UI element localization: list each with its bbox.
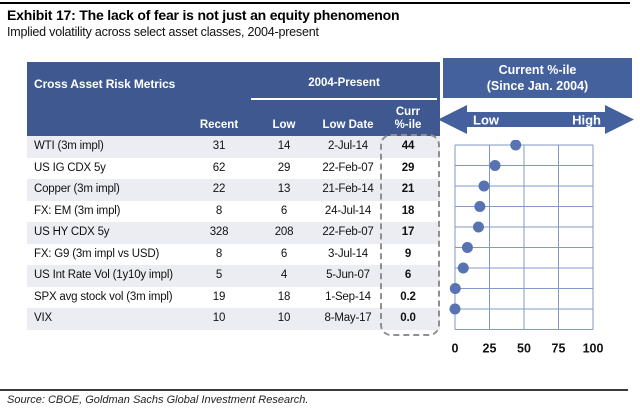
low-value: 6 (280, 247, 288, 260)
percentile-dot (474, 201, 486, 212)
recent-value: 62 (212, 161, 226, 174)
row-label: FX: EM (3m impl) (34, 204, 121, 217)
curr-pctile-value: 21 (401, 183, 415, 195)
curr-pctile-value: 0.0 (400, 312, 416, 324)
table-row: WTI (3m impl) 31 14 2-Jul-14 44 (27, 136, 440, 158)
low-value: 14 (277, 140, 291, 152)
recent-value: 31 (212, 140, 226, 152)
panel-header-line2: (Since Jan. 2004) (486, 79, 589, 93)
x-axis-tick-label: 0 (452, 342, 459, 356)
low-value: 6 (280, 204, 288, 217)
percentile-panel: Current %-ile (Since Jan. 2004) Low High… (438, 58, 640, 368)
column-header-low-date: Low Date (322, 119, 374, 131)
row-label: Copper (3m impl) (34, 183, 120, 195)
percentile-dot (457, 262, 469, 274)
curr-pctile-value: 0.2 (400, 290, 416, 303)
table-row: FX: EM (3m impl) 8 6 24-Jul-14 18 (27, 201, 440, 223)
column-header-curr-line2: %-ile (394, 118, 422, 131)
table-body: WTI (3m impl) 31 14 2-Jul-14 44 US IG CDX 5y 6… (27, 136, 440, 330)
percentile-dot (472, 221, 484, 233)
percentile-panel-header: Current %-ile (Since Jan. 2004) (443, 58, 632, 98)
low-date-value: 22-Feb-07 (322, 226, 374, 238)
curr-pctile-value: 6 (404, 269, 412, 281)
table-row: VIX 10 10 8-May-17 0.0 (27, 308, 440, 330)
exhibit-subtitle: Implied volatility across select asset c… (7, 25, 319, 39)
x-axis-tick-label: 50 (517, 342, 531, 356)
row-label: US IG CDX 5y (34, 161, 106, 174)
low-value: 18 (277, 290, 291, 303)
low-date-value: 24-Jul-14 (324, 204, 372, 217)
table-row: US IG CDX 5y 62 29 22-Feb-07 29 (27, 158, 440, 180)
curr-pctile-value: 18 (401, 204, 415, 217)
low-high-arrow: Low High (438, 105, 634, 134)
low-date-value: 3-Jul-14 (328, 247, 368, 260)
low-value: 208 (274, 226, 294, 238)
table-row: Copper (3m impl) 22 13 21-Feb-14 21 (27, 179, 440, 201)
recent-value: 8 (215, 204, 223, 217)
row-label: SPX avg stock vol (3m impl) (34, 290, 173, 303)
exhibit-title: Exhibit 17: The lack of fear is not just… (7, 7, 400, 23)
row-label: FX: G9 (3m impl vs USD) (34, 247, 160, 260)
x-axis-tick-label: 25 (483, 342, 497, 356)
row-label: WTI (3m impl) (34, 140, 104, 152)
percentile-dot (489, 160, 501, 171)
low-date-value: 1-Sep-14 (325, 290, 371, 303)
recent-value: 5 (215, 269, 223, 281)
span-header-underline (251, 98, 437, 100)
percentile-dot-chart: 0 25 50 75 100 (449, 140, 604, 356)
low-value: 4 (280, 269, 288, 281)
double-arrow-shape (438, 105, 634, 134)
table-row: FX: G9 (3m impl vs USD) 8 6 3-Jul-14 9 (27, 244, 440, 266)
low-value: 29 (277, 161, 291, 174)
recent-value: 10 (212, 312, 226, 324)
curr-pctile-value: 29 (401, 161, 415, 174)
recent-value: 328 (209, 226, 229, 238)
low-value: 13 (277, 183, 291, 195)
arrow-high-label: High (572, 113, 601, 128)
low-date-value: 8-May-17 (324, 312, 372, 324)
curr-pctile-highlight-box (380, 134, 440, 336)
x-axis-tick-label: 100 (583, 342, 604, 356)
source-note: Source: CBOE, Goldman Sachs Global Inves… (7, 394, 309, 406)
percentile-dot (461, 242, 473, 253)
low-date-value: 5-Jun-07 (326, 269, 370, 281)
table-corner-label: Cross Asset Risk Metrics (34, 77, 176, 91)
risk-metrics-table: Cross Asset Risk Metrics 2004-Present Re… (27, 62, 440, 336)
column-header-curr-pctile: Curr %-ile (379, 106, 437, 131)
row-label: VIX (34, 312, 52, 324)
x-axis-tick-label: 75 (552, 342, 566, 356)
top-divider-rule (0, 2, 630, 4)
low-value: 10 (277, 312, 291, 324)
table-header: Cross Asset Risk Metrics 2004-Present Re… (27, 62, 440, 136)
percentile-dot (478, 180, 490, 192)
column-header-low: Low (272, 119, 296, 131)
percentile-dot (449, 303, 461, 315)
recent-value: 22 (212, 183, 226, 195)
arrow-low-label: Low (473, 113, 500, 128)
table-row: US HY CDX 5y 328 208 22-Feb-07 17 (27, 222, 440, 244)
curr-pctile-value: 17 (401, 226, 415, 238)
bottom-divider-rule (0, 389, 628, 391)
low-date-value: 21-Feb-14 (322, 183, 374, 195)
low-date-value: 2-Jul-14 (328, 140, 368, 152)
span-header-2004-present: 2004-Present (308, 77, 380, 89)
percentile-dot (510, 140, 522, 151)
row-label: US HY CDX 5y (34, 226, 110, 238)
table-row: SPX avg stock vol (3m impl) 19 18 1-Sep-14 0… (27, 287, 440, 309)
recent-value: 19 (212, 290, 226, 303)
row-label: US Int Rate Vol (1y10y impl) (34, 269, 173, 281)
curr-pctile-value: 44 (401, 140, 415, 152)
low-date-value: 22-Feb-07 (322, 161, 374, 174)
curr-pctile-value: 9 (404, 247, 412, 260)
recent-value: 8 (215, 247, 223, 260)
column-header-curr-line1: Curr (395, 106, 421, 118)
column-header-recent: Recent (199, 119, 239, 131)
percentile-dot (449, 283, 461, 294)
panel-header-line1: Current %-ile (498, 63, 577, 77)
table-row: US Int Rate Vol (1y10y impl) 5 4 5-Jun-07 6 (27, 265, 440, 287)
